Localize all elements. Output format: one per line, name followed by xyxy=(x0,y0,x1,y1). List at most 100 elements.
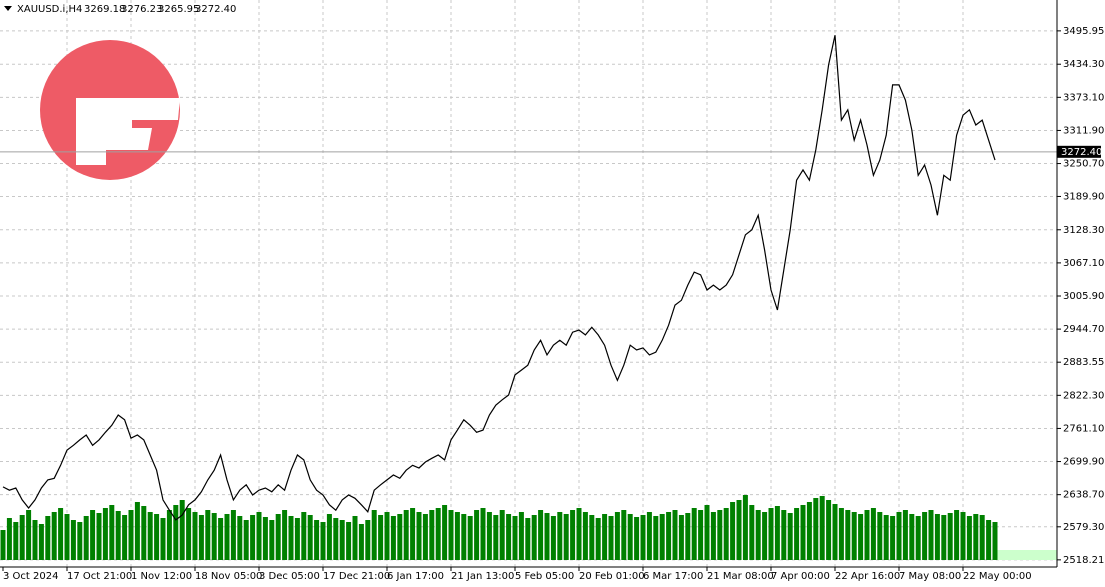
volume-bar xyxy=(64,514,70,560)
x-tick-label: 3 Dec 05:00 xyxy=(259,571,320,582)
volume-bar xyxy=(51,512,57,560)
x-tick-label: 7 May 08:00 xyxy=(899,571,961,582)
volume-bar xyxy=(422,514,428,560)
volume-bar xyxy=(832,504,838,560)
volume-bar xyxy=(653,516,659,560)
volume-bar xyxy=(685,513,691,560)
logo-mark xyxy=(76,98,180,165)
volume-bar xyxy=(992,522,998,560)
volume-bar xyxy=(486,512,492,560)
volume-bar xyxy=(77,522,83,560)
y-tick-label: 3434.30 xyxy=(1063,59,1104,70)
volume-bar xyxy=(282,510,288,560)
volume-bar xyxy=(666,512,672,560)
volume-bar xyxy=(762,512,768,560)
y-tick-label: 3189.90 xyxy=(1063,191,1104,202)
volume-bar xyxy=(621,510,627,560)
y-tick-label: 2944.70 xyxy=(1063,324,1104,335)
volume-bar xyxy=(224,514,230,560)
volume-bar xyxy=(365,520,371,560)
volume-bar xyxy=(378,515,384,560)
volume-bar xyxy=(333,518,339,560)
volume-bar xyxy=(243,520,249,560)
volume-bar xyxy=(326,514,332,560)
ohlc-high: 3276.23 xyxy=(121,4,162,15)
volume-bar xyxy=(352,516,358,560)
volume-bar xyxy=(915,516,921,560)
volume-bar xyxy=(102,508,108,560)
volume-bar xyxy=(563,514,569,560)
volume-bar xyxy=(205,510,211,560)
volume-bar xyxy=(826,500,832,560)
volume-bar xyxy=(269,520,275,560)
volume-bar xyxy=(781,510,787,560)
volume-bar xyxy=(627,514,633,560)
volume-bar xyxy=(147,512,153,560)
volume-bar xyxy=(582,512,588,560)
volume-bar xyxy=(83,516,89,560)
y-tick-label: 3005.90 xyxy=(1063,291,1104,302)
x-tick-label: 22 May 00:00 xyxy=(963,571,1032,582)
volume-bar xyxy=(70,520,76,560)
y-tick-label: 2638.70 xyxy=(1063,490,1104,501)
volume-bar xyxy=(115,511,121,560)
volume-bar xyxy=(845,510,851,560)
volume-bar xyxy=(435,508,441,560)
volume-bar xyxy=(557,512,563,560)
volume-bar xyxy=(909,514,915,560)
volume-bar xyxy=(358,524,364,560)
volume-bar xyxy=(275,514,281,560)
volume-bar xyxy=(646,512,652,560)
volume-bar xyxy=(698,510,704,560)
volume-bar xyxy=(166,510,172,560)
volume-bar xyxy=(179,500,185,560)
x-tick-label: 3 Oct 2024 xyxy=(3,571,58,582)
ohlc-open: 3269.18 xyxy=(84,4,125,15)
volume-bar xyxy=(570,510,576,560)
volume-bar xyxy=(397,514,403,560)
y-tick-label: 3495.95 xyxy=(1063,26,1104,37)
volume-bar xyxy=(384,512,390,560)
volume-bar xyxy=(768,508,774,560)
volume-bar xyxy=(742,495,748,560)
volume-bar xyxy=(26,510,32,560)
volume-bar xyxy=(877,512,883,560)
volume-bar xyxy=(730,502,736,560)
volume-bar xyxy=(237,516,243,560)
y-tick-label: 3311.90 xyxy=(1063,125,1104,136)
volume-bar xyxy=(819,496,825,560)
volume-bar xyxy=(659,514,665,560)
price-line xyxy=(2,35,996,521)
volume-bar xyxy=(966,516,972,560)
x-tick-label: 17 Dec 21:00 xyxy=(323,571,390,582)
volume-bar xyxy=(141,506,147,560)
volume-bar xyxy=(38,524,44,560)
volume-bar xyxy=(710,512,716,560)
volume-bar xyxy=(986,520,992,560)
volume-bar xyxy=(134,502,140,560)
volume-bar xyxy=(934,514,940,560)
volume-bar xyxy=(230,510,236,560)
volume-bar xyxy=(544,513,550,560)
volume-bar xyxy=(19,515,25,560)
volume-bar xyxy=(947,513,953,560)
volume-bar xyxy=(301,512,307,560)
volume-bar xyxy=(813,498,819,560)
x-tick-label: 6 Jan 17:00 xyxy=(387,571,444,582)
menu-arrow[interactable] xyxy=(4,6,12,11)
volume-bar xyxy=(512,516,518,560)
x-tick-label: 7 Apr 00:00 xyxy=(771,571,830,582)
volume-bar xyxy=(550,516,556,560)
y-tick-label: 3128.30 xyxy=(1063,225,1104,236)
x-tick-label: 22 Apr 16:00 xyxy=(835,571,900,582)
volume-bar xyxy=(154,514,160,560)
x-tick-label: 21 Mar 08:00 xyxy=(707,571,774,582)
volume-bar xyxy=(474,510,480,560)
volume-bar xyxy=(493,515,499,560)
x-tick-label: 5 Feb 05:00 xyxy=(515,571,574,582)
volume-bar xyxy=(403,510,409,560)
volume-bar xyxy=(186,508,192,560)
volume-bar xyxy=(410,508,416,560)
last-price-label: 3272.40 xyxy=(1061,147,1102,158)
